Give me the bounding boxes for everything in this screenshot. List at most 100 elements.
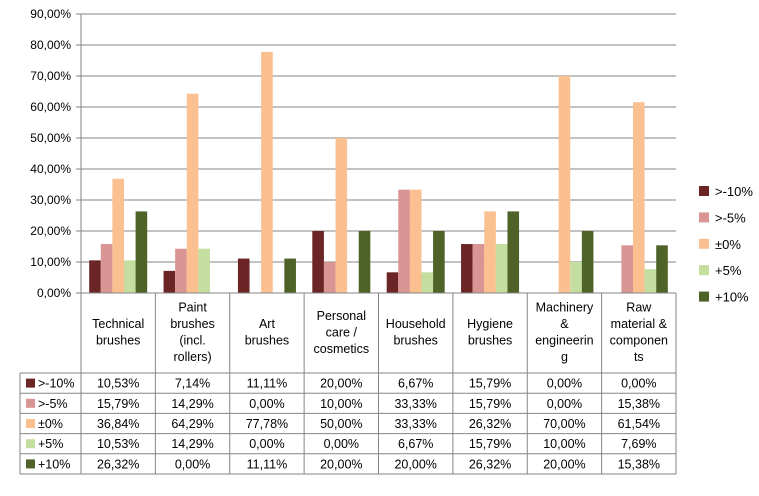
category-label-line: Household: [386, 317, 446, 331]
y-tick-label: 70,00%: [30, 69, 71, 83]
legend-key: [699, 238, 709, 249]
category-label: Technical brushes: [92, 317, 144, 348]
legend-key: [699, 291, 709, 302]
table-cell-value: 20,00%: [543, 457, 585, 471]
table-cell-value: 15,79%: [469, 397, 511, 411]
bar: [507, 211, 520, 293]
table-cell-value: 77,78%: [246, 417, 288, 431]
data-table: Technical brushes Paint brushes (incl. roller…: [19, 292, 677, 475]
table-cell-value: 10,00%: [320, 397, 362, 411]
table-cell-value: 14,29%: [171, 397, 213, 411]
category-label-line: brushes: [170, 317, 214, 331]
y-tick-label: 30,00%: [30, 193, 71, 207]
category-label-line: brushes: [393, 334, 437, 348]
table-cell-value: 14,29%: [171, 437, 213, 451]
category-label-line: g: [561, 350, 568, 364]
category-label-line: care /: [326, 325, 358, 339]
y-tick-label: 10,00%: [30, 255, 71, 269]
bar: [358, 231, 371, 293]
bar: [633, 102, 645, 293]
table-cell-value: 61,54%: [618, 417, 660, 431]
table-cell-value: 10,53%: [97, 437, 139, 451]
table-legend-key: [26, 378, 35, 388]
table-cell-value: 33,33%: [394, 417, 436, 431]
bar: [89, 260, 101, 293]
table-cell-value: 11,11%: [247, 457, 288, 471]
bar: [335, 138, 348, 293]
table-cell-value: 33,33%: [394, 397, 436, 411]
table-legend-key: [26, 398, 35, 408]
category-label: Paint brushes (incl. rollers): [170, 301, 214, 365]
category-label-line: Raw: [626, 301, 652, 315]
legend-key: [699, 212, 709, 223]
legend-label: +5%: [715, 263, 742, 278]
table-legend-key: [26, 459, 35, 469]
category-label-line: Technical: [92, 317, 144, 331]
table-cell-value: 15,79%: [469, 437, 511, 451]
table-cell-value: 15,38%: [618, 397, 660, 411]
category-label: Art brushes: [245, 317, 289, 348]
bar: [312, 231, 324, 293]
bar: [484, 211, 496, 293]
y-tick-label: 40,00%: [30, 162, 71, 176]
table-cell-value: 15,79%: [469, 377, 511, 391]
table-cell-value: 6,67%: [398, 377, 433, 391]
bar: [237, 258, 250, 293]
bar: [123, 260, 136, 293]
category-label: Hygiene brushes: [467, 317, 513, 348]
table-series-name: >-10%: [38, 377, 74, 391]
table-series-name: +10%: [38, 457, 70, 471]
category-label-line: cosmetics: [314, 342, 370, 356]
table-cell-value: 70,00%: [543, 417, 585, 431]
legend-label: ±0%: [715, 237, 741, 252]
table-cell-value: 36,84%: [97, 417, 139, 431]
table-legend-key: [26, 439, 35, 449]
table-cell-value: 0,00%: [175, 457, 210, 471]
table-cell-value: 0,00%: [324, 437, 359, 451]
table-cell-value: 20,00%: [394, 457, 436, 471]
bar: [261, 51, 273, 293]
category-label-line: &: [560, 317, 569, 331]
category-label: Raw material & componen ts: [610, 301, 668, 365]
category-label-line: brushes: [468, 334, 512, 348]
bar: [100, 244, 113, 293]
category-label-line: Personal: [317, 309, 366, 323]
legend-key: [699, 186, 709, 196]
bar: [656, 245, 668, 293]
bar: [284, 258, 296, 293]
table-cell-value: 7,14%: [175, 377, 210, 391]
category-label-line: rollers): [173, 350, 211, 364]
category-label-line: Machinery: [536, 301, 594, 315]
table-cell-value: 0,00%: [249, 437, 284, 451]
table-cell-value: 6,67%: [398, 437, 433, 451]
table-cell-value: 15,79%: [97, 397, 139, 411]
bar: [421, 272, 434, 293]
bar: [472, 244, 485, 293]
category-label: Household brushes: [386, 317, 446, 348]
table-cell-value: 26,32%: [469, 457, 511, 471]
bar: [495, 244, 508, 293]
bar: [198, 248, 210, 293]
table-series-name: ±0%: [38, 417, 63, 431]
y-tick-label: 90,00%: [30, 7, 71, 21]
table-cell-value: 64,29%: [171, 417, 213, 431]
table-cell-value: 26,32%: [97, 457, 139, 471]
table-cell-value: 20,00%: [320, 377, 362, 391]
table-legend-key: [26, 419, 35, 428]
category-label-line: brushes: [96, 334, 140, 348]
legend-key: [699, 265, 709, 276]
category-label: Machinery & engineerin g: [535, 301, 594, 365]
table-cell-value: 50,00%: [320, 417, 362, 431]
bar: [558, 76, 571, 293]
table-cell-value: 10,53%: [97, 377, 139, 391]
y-axis-ticks: 0,00% 10,00% 20,00% 30,00% 40,00% 50,00% 60,00…: [30, 7, 71, 300]
bar: [386, 272, 399, 293]
table-cell-value: 0,00%: [249, 397, 284, 411]
bar: [581, 231, 594, 293]
y-tick-label: 60,00%: [30, 100, 71, 114]
table-cell-value: 7,69%: [621, 437, 656, 451]
bar: [644, 269, 657, 293]
bar: [621, 245, 634, 293]
bar: [163, 270, 176, 293]
